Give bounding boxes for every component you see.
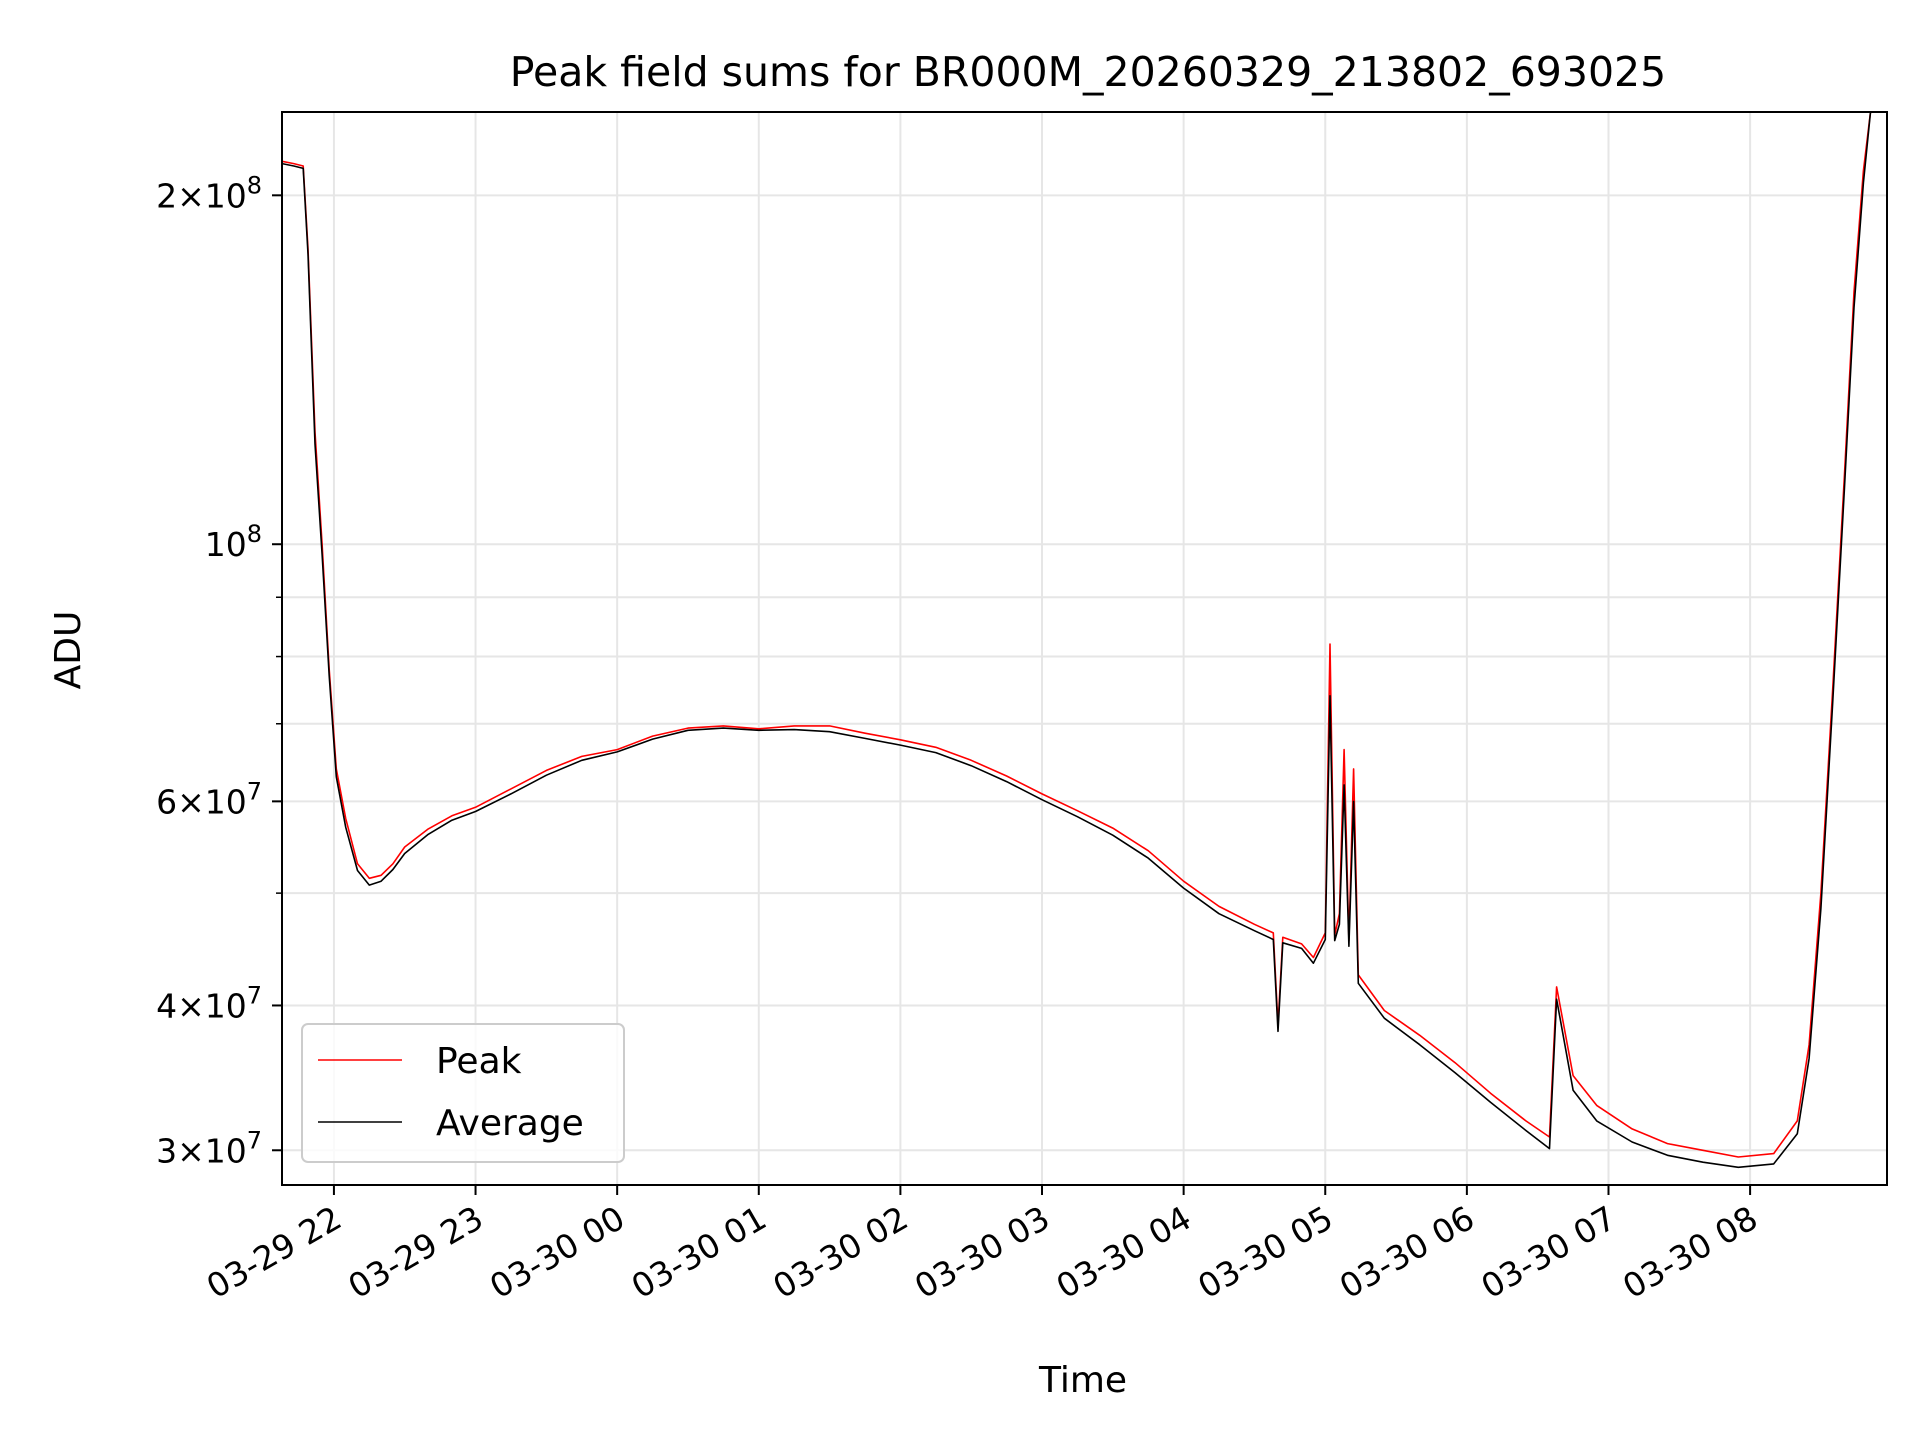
legend-label-average: Average (436, 1103, 584, 1144)
y-tick-label: 6×107 (156, 777, 262, 821)
y-tick-label: 2×108 (156, 171, 262, 215)
chart-title: Peak field sums for BR000M_20260329_2138… (510, 48, 1666, 96)
y-tick-label: 4×107 (156, 981, 262, 1025)
y-tick-label: 3×107 (156, 1126, 262, 1170)
series-line-average (282, 112, 1872, 1169)
plot-frame (281, 111, 1888, 1186)
legend: Peak Average (301, 1023, 625, 1163)
series-lines (282, 112, 1872, 1169)
series-line-peak (282, 112, 1872, 1158)
x-axis-label: Time (1038, 1360, 1127, 1401)
legend-label-peak: Peak (436, 1041, 522, 1082)
grid (282, 112, 1887, 1185)
legend-box (301, 1023, 625, 1163)
y-axis-label: ADU (48, 611, 89, 690)
y-tick-label: 108 (205, 520, 262, 564)
